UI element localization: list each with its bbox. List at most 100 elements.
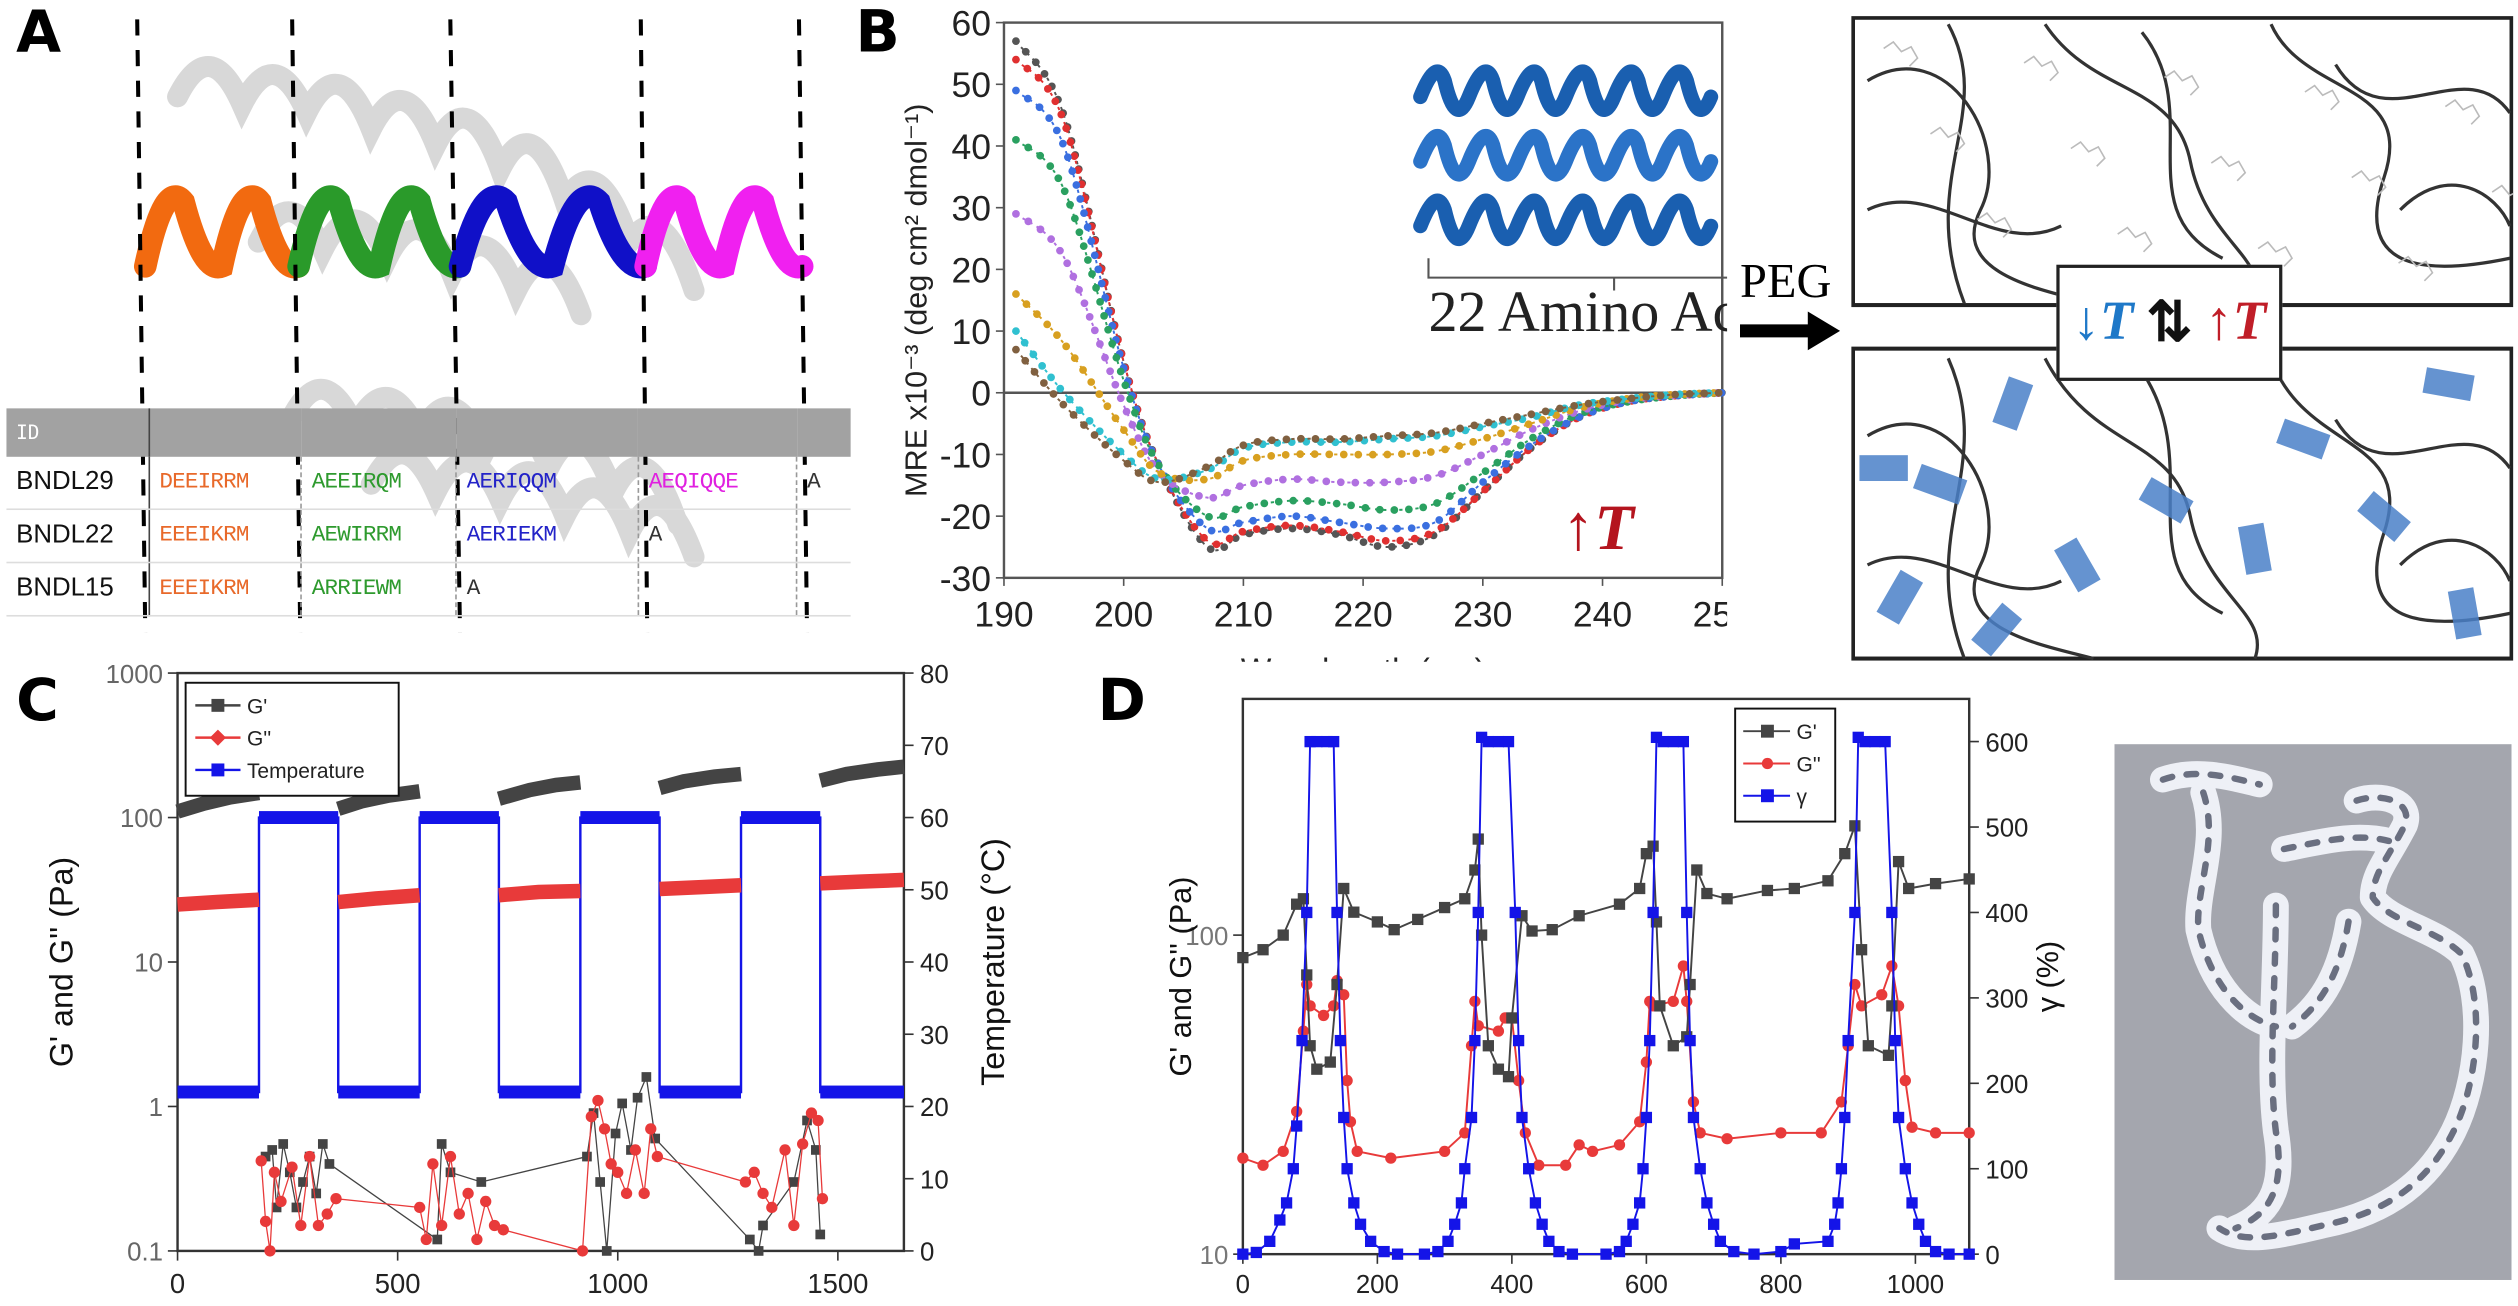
data-point [612,1166,624,1178]
data-point [432,1234,443,1245]
data-point [1899,1074,1911,1087]
data-point [1368,450,1377,459]
data-point [1136,450,1145,458]
y2-tick-label: 50 [920,877,949,905]
data-point [1586,1145,1599,1158]
data-point [1859,735,1871,748]
data-point [1519,1127,1531,1139]
data-point [1584,399,1593,408]
data-point [1080,299,1089,308]
y2-tick-label: 100 [1985,1156,2028,1184]
data-point [1134,469,1143,477]
data-point [1209,493,1218,502]
data-point [1063,259,1072,268]
data-point [610,1128,621,1139]
data-point [1438,1145,1451,1158]
data-point [576,1245,589,1257]
network-diagram [1851,16,2514,661]
bracket [1427,258,1728,291]
data-point [1310,450,1319,458]
data-point [811,1145,821,1155]
data-point [1297,1025,1310,1037]
data-point [1038,362,1046,370]
data-point [1277,1145,1289,1158]
data-point [816,1193,829,1205]
data-point [1341,1074,1353,1087]
data-point [1393,524,1402,533]
data-point [1620,1235,1632,1247]
data-point [1035,103,1044,112]
data-point [1449,1218,1461,1230]
data-point [1239,441,1248,450]
inset-label: 22 Amino Acids [1429,279,1728,344]
data-point [1886,906,1898,919]
data-point [1435,516,1444,524]
panel-d-label: D [1097,668,1146,735]
data-point [1515,431,1524,440]
data-point [1869,735,1881,748]
x-tick-label: 200 [1094,594,1153,634]
data-point [1059,139,1067,148]
data-point [1671,390,1680,399]
data-point [275,1195,287,1208]
y2-tick-label: 60 [920,805,949,833]
data-point [1306,513,1315,522]
data-point [1075,285,1083,294]
data-point [1481,467,1490,475]
data-point [1512,1034,1525,1047]
data-point [1492,735,1505,748]
data-point [1121,381,1130,390]
x-tick-label: 800 [1759,1271,1802,1299]
data-point [1667,1040,1679,1052]
data-point [1072,181,1081,189]
data-point [1613,898,1626,910]
peg-chain [2334,63,2512,114]
data-point [1721,893,1733,905]
data-point [1677,735,1690,748]
data-point [1289,496,1298,505]
sequence-segment: AEEIRQM [300,456,457,511]
data-point [1829,1218,1841,1230]
data-point [1147,476,1155,485]
unfolded-peptide [1976,211,2013,238]
data-point [1351,478,1360,487]
x-tick-label: 1000 [1887,1271,1944,1299]
temperature-plateau [741,811,821,824]
peg-chain [1866,200,2062,236]
data-point [267,1145,278,1155]
data-point [1418,1248,1431,1260]
series-plateau-g-prime [496,775,582,806]
data-point [1021,356,1030,365]
data-point [1274,1214,1286,1226]
legend-label: G' [247,695,267,718]
y-tick-label: 50 [952,65,992,105]
helix-crosslink [1876,569,1924,625]
data-point [1069,272,1078,281]
data-point [1287,1163,1299,1175]
data-point [1100,311,1108,320]
data-point [1122,407,1131,416]
data-point [1322,477,1331,486]
x-tick-label: 0 [170,1268,185,1299]
data-point [1277,512,1286,521]
data-point [1361,503,1370,512]
data-point [1455,1197,1468,1209]
data-point [651,1150,664,1163]
series-plateau-g-double-prime [498,883,581,903]
data-point [1012,55,1020,64]
peg-chain [2269,23,2511,268]
unfolded-peptide [2164,69,2200,96]
data-point [1297,434,1305,443]
data-point [1219,512,1227,520]
sequence-segment: AEQIQQE [637,456,797,511]
data-point [1573,1139,1585,1151]
data-point [1045,114,1054,122]
y2-tick-label: 600 [1985,729,2028,757]
data-point [1087,378,1096,386]
data-point [1112,450,1121,459]
data-point [264,1245,276,1257]
x-axis-label: Wavelength (nm) [1241,652,1485,662]
x-tick-label: 600 [1625,1271,1668,1299]
temperature-plateau [419,811,499,824]
